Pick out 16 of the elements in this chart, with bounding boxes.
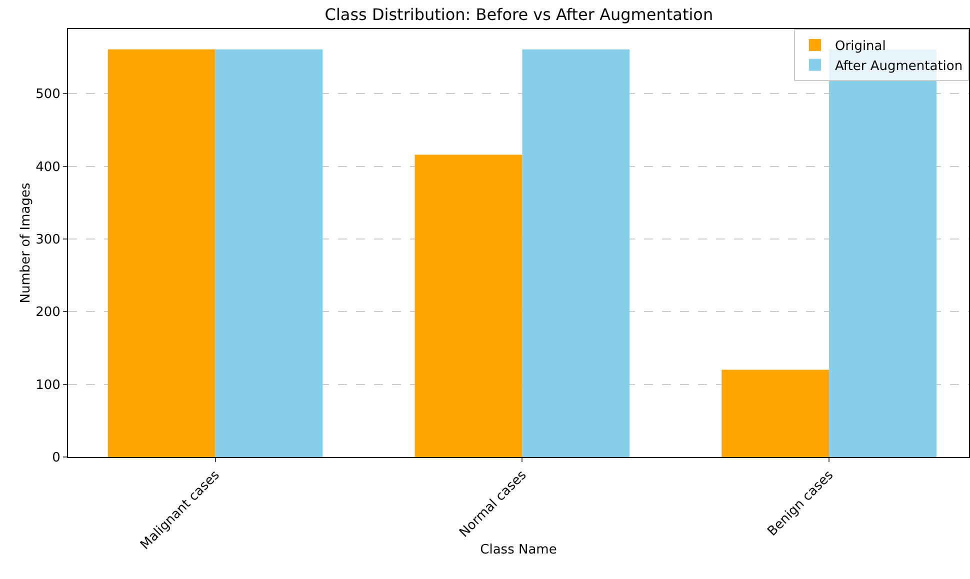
x-axis-title: Class Name xyxy=(480,542,557,558)
y-tick-label: 300 xyxy=(36,232,60,248)
chart-title: Class Distribution: Before vs After Augmentation xyxy=(324,4,714,24)
bar xyxy=(522,49,630,457)
legend-label: After Augmentation xyxy=(835,58,963,74)
y-tick-label: 100 xyxy=(36,378,60,393)
bar xyxy=(414,154,522,457)
bar xyxy=(722,370,830,457)
y-tick-label: 400 xyxy=(36,160,60,175)
y-tick-label: 200 xyxy=(36,305,60,320)
y-tick-label: 0 xyxy=(52,450,60,466)
bar xyxy=(215,49,323,457)
bar xyxy=(108,49,216,457)
legend-label: Original xyxy=(835,39,886,54)
y-tick-label: 500 xyxy=(36,87,60,102)
y-axis-title: Number of Images xyxy=(18,182,34,304)
